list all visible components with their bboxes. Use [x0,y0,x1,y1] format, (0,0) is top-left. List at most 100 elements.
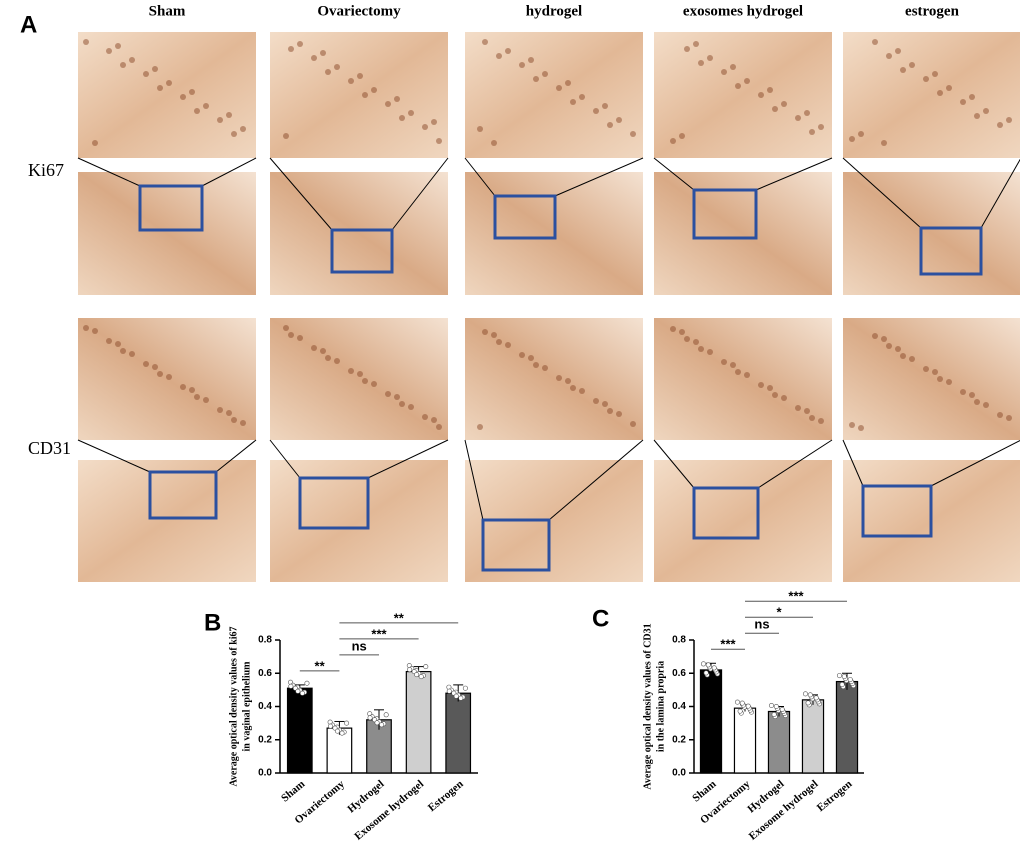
cell [83,39,89,45]
cell [969,392,975,398]
tissue-image [654,460,832,582]
data-dot [462,685,468,691]
cell [974,399,980,405]
data-dot [383,712,389,718]
cell [735,369,741,375]
cell [297,335,303,341]
cell [881,336,887,342]
bar [326,727,353,774]
cell [519,352,525,358]
y-tick-label: 0.4 [258,701,272,712]
cell [858,131,864,137]
cell [758,382,764,388]
significance-label: *** [371,626,387,641]
cell [399,115,405,121]
cell [320,348,326,354]
zoom-image [654,32,832,158]
cell [120,348,126,354]
data-dot [299,690,305,696]
data-dot [418,674,424,680]
cell [886,343,892,349]
cell [997,122,1003,128]
data-dot [703,670,709,676]
x-tick-label: Exosome hydrogel [352,778,426,843]
cell [895,346,901,352]
zoom-line [842,157,922,229]
bar [286,687,313,774]
data-dot [423,664,429,670]
cell [528,57,534,63]
data-dot [807,692,813,698]
cell [1006,117,1012,123]
cell [283,325,289,331]
zoom-line [77,439,151,473]
zoom-image [654,318,832,440]
zoom-line [930,439,1020,487]
tissue-image [843,172,1020,295]
y-tick-label: 0.8 [672,635,686,646]
bar-chart: B 0.0 0.2 0.4 0.6 0.8 Average optical density … [204,609,478,843]
cell [679,329,685,335]
cell [203,103,209,109]
cell [721,359,727,365]
zoom-line [391,157,449,231]
cell [157,371,163,377]
data-dot [705,662,711,668]
cell [923,366,929,372]
panel-label: C [592,605,609,632]
data-dot [304,680,310,686]
cell [909,356,915,362]
zoom-box [148,470,218,520]
zoom-line [653,439,695,489]
zoom-line [757,439,833,489]
cell [602,103,608,109]
cell [422,124,428,130]
cell [565,80,571,86]
cell [477,424,483,430]
zoom-box [493,194,557,240]
row-label: Ki67 [28,160,64,180]
data-dot [813,695,819,701]
data-dot [847,677,853,683]
cell [477,126,483,132]
cell [422,414,428,420]
cell [106,48,112,54]
cell [772,106,778,112]
significance-label: *** [720,637,736,652]
cell [630,131,636,137]
cell [157,85,163,91]
cell [320,50,326,56]
bar [733,707,757,774]
cell [565,378,571,384]
zoom-line [554,157,644,197]
zoom-box [298,476,370,530]
cell [357,73,363,79]
data-dot [805,700,811,706]
cell [491,332,497,338]
cell [496,339,502,345]
cell [311,55,317,61]
zoom-image [843,32,1020,158]
cell [482,39,488,45]
cell [849,422,855,428]
cell [152,66,158,72]
zoom-line [269,439,301,479]
cell [362,378,368,384]
cell [143,361,149,367]
cell [772,392,778,398]
cell [436,138,442,144]
cell [858,425,864,431]
bar [835,680,859,774]
y-tick-label: 0.4 [672,701,686,712]
cell [795,405,801,411]
cell [570,385,576,391]
cell [730,362,736,368]
cell [217,117,223,123]
zoom-box [692,188,758,240]
cell [325,355,331,361]
cell [818,124,824,130]
data-dot [453,693,459,699]
cell [436,424,442,430]
data-dot [802,691,808,697]
cell [348,78,354,84]
